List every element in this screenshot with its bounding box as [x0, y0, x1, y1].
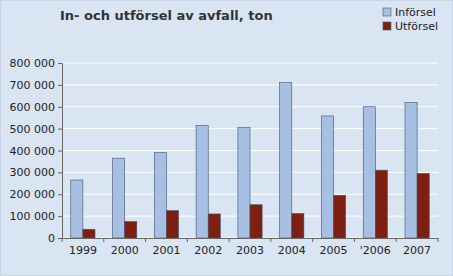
- legend-item: Införsel: [383, 6, 436, 19]
- bar: [166, 211, 178, 238]
- y-tick: 700 000: [10, 79, 63, 92]
- x-tick-label: 2000: [111, 244, 139, 257]
- grid-line: [62, 84, 438, 85]
- bar: [154, 153, 166, 238]
- x-tick-label: 1999: [69, 244, 97, 257]
- y-tick-label: 100 000: [10, 210, 56, 223]
- bar: [250, 205, 262, 238]
- x-tick-label: '2006: [360, 244, 391, 257]
- y-tick-label: 200 000: [10, 188, 56, 201]
- x-separator: [312, 238, 313, 242]
- grid-line: [62, 63, 438, 64]
- x-separator: [354, 238, 355, 242]
- y-tick-label: 400 000: [10, 145, 56, 158]
- bars: [71, 83, 429, 238]
- bar: [405, 102, 417, 238]
- bar: [71, 180, 83, 238]
- bar: [363, 107, 375, 238]
- y-tick-mark: [58, 129, 62, 130]
- bar: [292, 214, 304, 239]
- background: [0, 0, 453, 276]
- y-tick: 100 000: [10, 210, 63, 223]
- y-tick: 800 000: [10, 57, 63, 70]
- x-tick-label: 2005: [320, 244, 348, 257]
- y-tick-label: 0: [48, 232, 55, 245]
- x-tick-label: 2007: [403, 244, 431, 257]
- x-separator: [229, 238, 230, 242]
- x-tick: 2005: [320, 244, 348, 257]
- y-tick-label: 500 000: [10, 123, 56, 136]
- y-tick-mark: [58, 172, 62, 173]
- y-tick: 0: [48, 232, 62, 245]
- y-tick: 600 000: [10, 101, 63, 114]
- x-separator: [396, 238, 397, 242]
- x-tick: 1999: [69, 244, 97, 257]
- title: In- och utförsel av avfall, ton: [60, 8, 273, 23]
- bar: [375, 170, 387, 238]
- y-tick: 200 000: [10, 188, 63, 201]
- x-tick: 2007: [403, 244, 431, 257]
- x-tick-label: 2001: [152, 244, 180, 257]
- x-axis: 1999 2000 2001 2002 2003 2004 2005 '2006 2007: [62, 238, 439, 257]
- bar: [125, 222, 137, 238]
- bar: [113, 158, 125, 238]
- x-tick-label: 2004: [278, 244, 306, 257]
- x-tick: 2004: [278, 244, 306, 257]
- y-tick-label: 600 000: [10, 101, 56, 114]
- grid: [62, 63, 438, 238]
- legend-label: Utförsel: [395, 20, 438, 33]
- chart: In- och utförsel av avfall, ton 0 100 000 2…: [0, 0, 453, 276]
- x-tick: 2001: [152, 244, 180, 257]
- y-tick-mark: [58, 85, 62, 86]
- y-tick: 400 000: [10, 145, 63, 158]
- x-separator: [270, 238, 271, 242]
- x-tick-label: 2003: [236, 244, 264, 257]
- bar: [321, 116, 333, 238]
- x-tick-label: 2002: [194, 244, 222, 257]
- y-axis-line: [58, 64, 63, 239]
- x-separators: [62, 238, 438, 242]
- x-tick: '2006: [360, 244, 391, 257]
- bar: [83, 229, 95, 238]
- x-separator: [438, 238, 439, 242]
- x-separator: [62, 238, 63, 242]
- series-bars: [71, 83, 417, 238]
- bar: [280, 83, 292, 238]
- bar: [417, 173, 429, 238]
- y-tick-mark: [58, 194, 62, 195]
- x-separator: [145, 238, 146, 242]
- x-separator: [103, 238, 104, 242]
- y-tick-label: 300 000: [10, 166, 56, 179]
- x-tick: 2000: [111, 244, 139, 257]
- y-tick-mark: [58, 63, 62, 64]
- y-tick-label: 800 000: [10, 57, 56, 70]
- bar: [334, 195, 346, 238]
- y-axis: 0 100 000 200 000 300 000 400 000 500 000 600 …: [10, 57, 63, 245]
- bar: [238, 128, 250, 238]
- x-tick: 2003: [236, 244, 264, 257]
- bar: [196, 125, 208, 238]
- y-tick-mark: [58, 151, 62, 152]
- y-tick-mark: [58, 238, 62, 239]
- bar: [208, 214, 220, 238]
- x-axis-line: [63, 238, 439, 239]
- plot: 0 100 000 200 000 300 000 400 000 500 000 600 …: [10, 57, 439, 257]
- x-separator: [187, 238, 188, 242]
- y-tick-label: 700 000: [10, 79, 56, 92]
- y-tick-mark: [58, 216, 62, 217]
- y-tick-mark: [58, 107, 62, 108]
- legend: InförselUtförsel: [383, 6, 438, 33]
- legend-swatch: [383, 22, 391, 30]
- legend-label: Införsel: [395, 6, 436, 19]
- grid-line: [62, 106, 438, 107]
- series-bars: [83, 170, 429, 238]
- legend-swatch: [383, 8, 391, 16]
- legend-item: Utförsel: [383, 20, 438, 33]
- y-tick: 300 000: [10, 166, 63, 179]
- x-tick: 2002: [194, 244, 222, 257]
- y-tick: 500 000: [10, 123, 63, 136]
